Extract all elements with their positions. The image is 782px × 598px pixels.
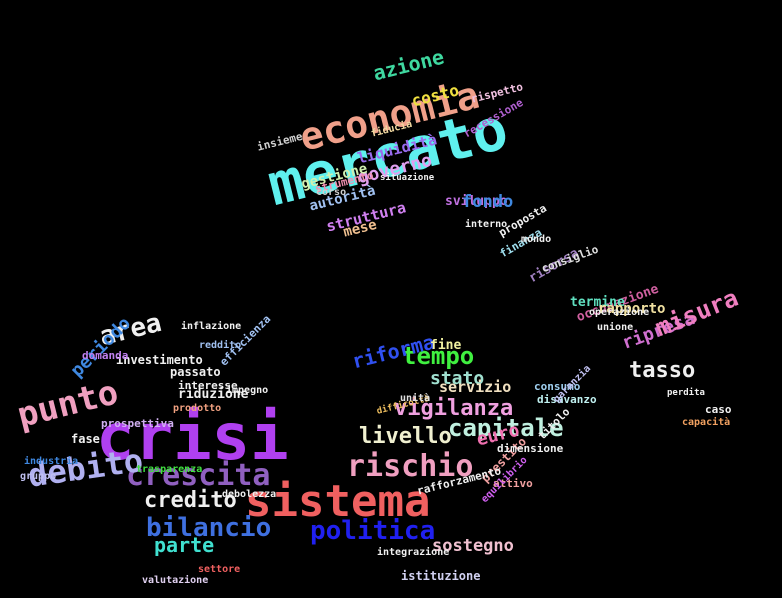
word-cloud-word: capitale: [448, 414, 564, 442]
word-cloud-word: fine: [430, 338, 462, 353]
word-cloud-word: integrazione: [377, 547, 450, 558]
word-cloud-word: interesse: [178, 379, 238, 392]
word-cloud-word: interno: [465, 219, 508, 230]
word-cloud-word: operazione: [589, 307, 650, 318]
word-cloud-word: perdita: [667, 388, 705, 398]
word-cloud-word: riduzione: [178, 387, 249, 402]
word-cloud-word: domanda: [82, 349, 129, 362]
word-cloud-word: vigilanza: [394, 396, 514, 421]
word-cloud-word: misura: [651, 283, 743, 343]
word-cloud-word: sistema: [245, 476, 431, 527]
word-cloud-word: istituzione: [401, 569, 481, 583]
word-cloud-word: settore: [198, 564, 241, 575]
word-cloud-word: tasso: [629, 358, 696, 383]
word-cloud-word: inflazione: [181, 321, 242, 332]
word-cloud-word: livello: [359, 424, 452, 449]
word-cloud-word: reddito: [199, 340, 242, 351]
word-cloud-word: disavanzo: [537, 393, 597, 406]
word-cloud-word: stato: [430, 368, 485, 389]
word-cloud-word: unità: [400, 393, 431, 404]
word-cloud-word: impegno: [226, 385, 269, 396]
word-cloud-word: gruppo: [20, 471, 57, 482]
word-cloud-word: corso: [316, 187, 347, 198]
word-cloud-word: azione: [370, 44, 447, 86]
word-cloud-word: capacità: [682, 417, 731, 428]
word-cloud-word: sostegno: [432, 536, 514, 556]
word-cloud-word: prospettiva: [101, 417, 174, 430]
word-cloud-word: situazione: [380, 173, 435, 183]
word-cloud-word: parte: [154, 533, 215, 557]
word-cloud-word: termine: [570, 295, 625, 310]
word-cloud-word: valutazione: [142, 575, 209, 586]
word-cloud-word: politica: [310, 516, 436, 546]
word-cloud-word: consumo: [534, 380, 581, 393]
word-cloud-word: unione: [597, 322, 634, 333]
word-cloud-word: crescita: [126, 458, 271, 493]
word-cloud-word: attivo: [493, 477, 533, 490]
word-cloud-word: caso: [705, 403, 732, 416]
word-cloud-word: prodotto: [173, 403, 222, 414]
word-cloud-word: crisi: [96, 401, 289, 475]
word-cloud-word: bilancio: [146, 513, 272, 543]
word-cloud-word: sviluppo: [445, 194, 508, 209]
word-cloud-word: fondo: [462, 192, 514, 212]
word-cloud-word: trasparenza: [136, 464, 203, 475]
word-cloud-word: industria: [24, 456, 79, 467]
word-cloud-word: debolezza: [222, 489, 277, 500]
word-cloud-word: rapporto: [598, 301, 666, 317]
word-cloud-word: fase: [71, 432, 100, 446]
word-cloud-word: passato: [170, 365, 221, 379]
word-cloud-word: tempo: [402, 342, 475, 370]
word-cloud-word: rischio: [347, 449, 474, 484]
word-cloud-word: investimento: [116, 353, 203, 367]
word-cloud-word: dimensione: [497, 442, 564, 455]
word-cloud-word: mondo: [521, 234, 552, 245]
word-cloud-word: credito: [144, 488, 237, 513]
word-cloud-word: servizio: [439, 378, 512, 396]
